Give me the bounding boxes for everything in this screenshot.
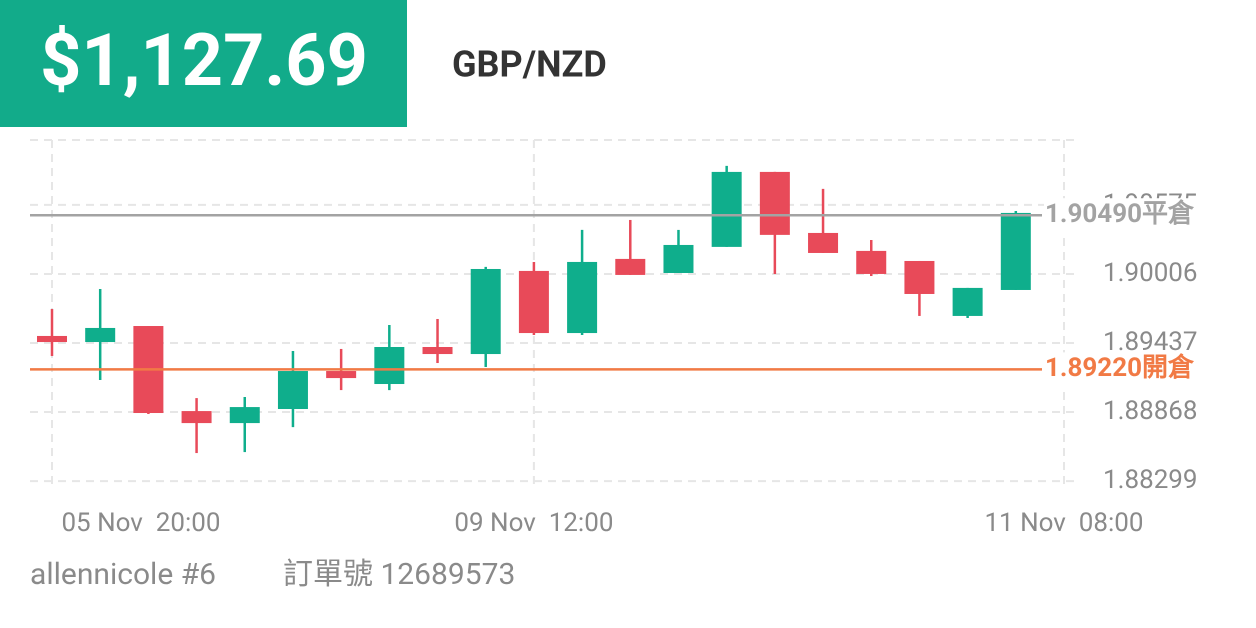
y-tick-label: 1.88299 <box>1103 465 1198 495</box>
x-tick-label: 09 Nov 12:00 <box>454 508 613 538</box>
candle-body <box>567 261 598 334</box>
candle-body <box>663 244 694 273</box>
x-tick-label: 05 Nov 20:00 <box>61 508 220 538</box>
candle-body <box>518 270 549 334</box>
candle-body <box>374 347 405 385</box>
candle-body <box>85 327 116 343</box>
candle-body <box>422 347 453 355</box>
reference-label: 1.89220開倉 <box>1045 352 1195 383</box>
candle-body <box>856 250 887 274</box>
candle-body <box>326 371 357 379</box>
candle-body <box>808 232 839 253</box>
y-tick-label: 1.88868 <box>1103 396 1198 426</box>
candle-body <box>759 171 790 235</box>
candle-body <box>181 411 212 424</box>
chart-title: GBP/NZD <box>452 44 607 86</box>
order-number: 訂單號 12689573 <box>283 557 515 592</box>
reference-label-bg <box>1044 198 1214 233</box>
candle-body <box>37 335 67 343</box>
amount-box <box>0 0 407 127</box>
candle-body <box>277 371 308 410</box>
y-tick-label: 1.89437 <box>1103 327 1198 357</box>
amount: $1,127.69 <box>40 18 368 103</box>
candle-body <box>904 260 935 294</box>
candle-body <box>615 258 646 275</box>
x-tick-label: 11 Nov 08:00 <box>984 508 1143 538</box>
candle-body <box>229 407 260 424</box>
y-tick-label: 1.90006 <box>1103 258 1198 288</box>
reference-label-bg <box>1044 352 1214 387</box>
reference-label: 1.90490平倉 <box>1045 198 1195 229</box>
candle-body <box>711 171 742 247</box>
candle-body <box>470 268 501 355</box>
candle-body <box>952 287 983 316</box>
user: allennicole #6 <box>30 557 216 592</box>
candle-body <box>1000 212 1031 290</box>
